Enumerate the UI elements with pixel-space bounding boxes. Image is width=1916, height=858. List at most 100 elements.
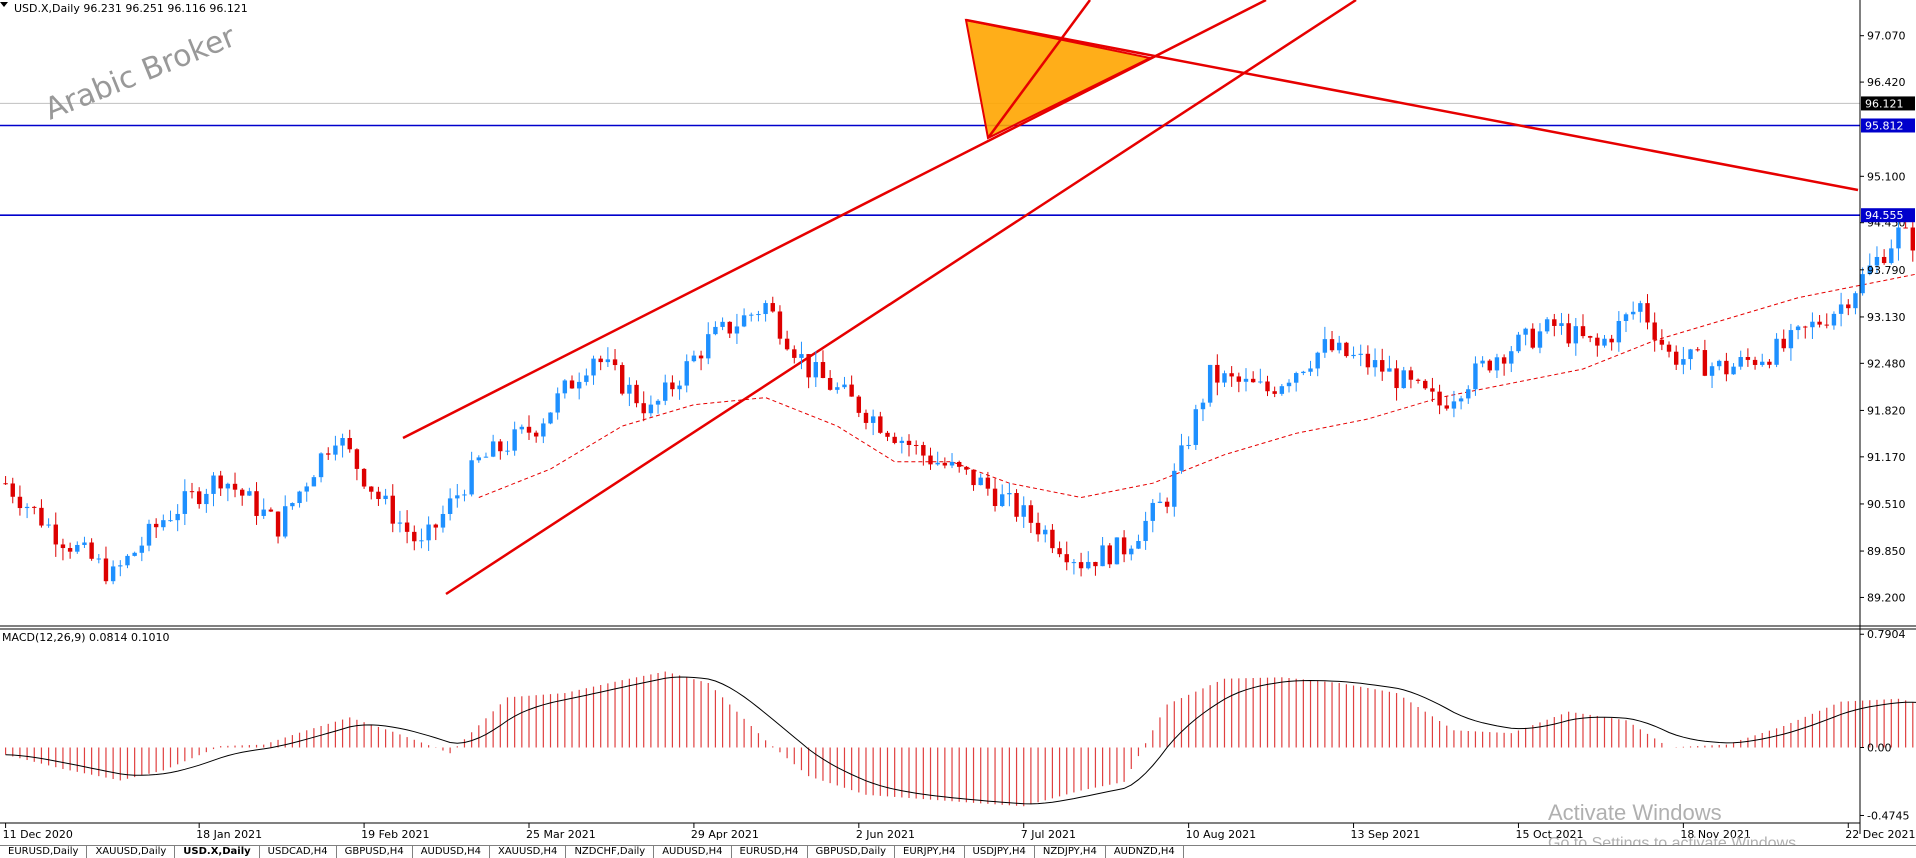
chart-tab[interactable]: EURUSD,Daily — [0, 846, 88, 858]
candle-body — [318, 453, 324, 478]
candle-body — [1164, 501, 1170, 507]
chart-tab[interactable]: XAUUSD,Daily — [87, 846, 176, 858]
candle-body — [641, 403, 646, 414]
candle-body — [447, 498, 453, 514]
chart-tab[interactable]: NZDCHF,Daily — [566, 846, 655, 858]
candle-body — [885, 432, 890, 437]
candle-body — [60, 544, 66, 549]
candle-body — [1681, 359, 1686, 365]
chart-tab[interactable]: EURJPY,H4 — [895, 846, 965, 858]
time-tick-label: 7 Jul 2021 — [1021, 828, 1076, 841]
candle-body — [1810, 321, 1815, 328]
candle-body — [1136, 541, 1141, 549]
dropdown-icon[interactable] — [0, 2, 8, 7]
price-tick-label: 89.850 — [1867, 545, 1906, 558]
candle-body — [756, 314, 761, 316]
candle-body — [1100, 545, 1105, 567]
chart-tab[interactable]: AUDUSD,H4 — [654, 846, 732, 858]
candle-body — [239, 489, 245, 496]
price-tick-label: 96.420 — [1867, 76, 1906, 89]
candle-body — [512, 429, 517, 451]
candle-body — [1473, 363, 1478, 390]
chart-tab[interactable]: XAUUSD,H4 — [490, 846, 567, 858]
candle-body — [1638, 303, 1643, 312]
candle-body — [1372, 360, 1378, 368]
candle-body — [67, 548, 73, 552]
chart-tab[interactable]: GBPUSD,Daily — [808, 846, 896, 858]
chart-tab[interactable]: EURUSD,H4 — [732, 846, 808, 858]
candle-body — [1301, 371, 1306, 374]
candle-body — [1889, 248, 1894, 264]
candle-body — [426, 524, 431, 541]
candle-body — [419, 540, 424, 542]
candle-body — [17, 496, 23, 509]
candle-body — [584, 375, 589, 382]
triangle-lower-extension — [986, 0, 1092, 139]
candle-body — [1143, 520, 1148, 542]
candle-body — [670, 382, 675, 390]
candle-body — [1738, 357, 1743, 367]
candle-body — [1050, 529, 1055, 549]
chart-tab[interactable]: USDJPY,H4 — [965, 846, 1035, 858]
macd-signal-line — [5, 676, 1916, 805]
candle-body — [741, 315, 747, 327]
candle-body — [1186, 444, 1191, 446]
chart-tab[interactable]: AUDUSD,H4 — [413, 846, 490, 858]
chart-tab[interactable]: USDCAD,H4 — [260, 846, 337, 858]
time-tick-label: 13 Sep 2021 — [1351, 828, 1421, 841]
candle-body — [849, 384, 854, 397]
candle-body — [1580, 326, 1586, 337]
chart-tab[interactable]: AUDNZD,H4 — [1106, 846, 1184, 858]
candle-body — [53, 524, 58, 545]
candle-body — [175, 513, 180, 521]
candle-body — [892, 436, 897, 443]
price-tick-label: 89.200 — [1867, 591, 1906, 604]
candle-body — [1616, 320, 1622, 343]
candle-body — [82, 542, 87, 545]
candle-body — [1086, 561, 1091, 569]
candle-body — [1071, 562, 1077, 564]
candle-body — [906, 440, 912, 445]
candle-body — [1910, 227, 1916, 251]
candle-body — [1451, 401, 1457, 409]
candle-body — [1559, 323, 1564, 326]
time-tick-label: 25 Mar 2021 — [526, 828, 596, 841]
candle-body — [1566, 323, 1571, 344]
candle-body — [878, 416, 883, 433]
time-tick-label: 11 Dec 2020 — [3, 828, 73, 841]
candle-body — [1602, 338, 1607, 346]
macd-tick-label: 0.00 — [1867, 741, 1892, 754]
chart-tab[interactable]: USD.X,Daily — [175, 846, 260, 858]
candle-body — [96, 558, 101, 560]
candle-body — [978, 477, 983, 486]
candle-body — [548, 412, 553, 424]
level-label-1-bg — [1861, 118, 1915, 133]
candle-body — [412, 531, 417, 542]
candle-body — [1028, 505, 1034, 523]
candle-body — [1860, 274, 1865, 294]
candle-body — [1344, 342, 1349, 357]
candle-body — [770, 303, 775, 312]
candle-body — [863, 412, 869, 423]
candle-body — [1881, 256, 1887, 264]
candle-body — [1760, 361, 1765, 365]
candle-body — [677, 385, 682, 390]
macd-header: MACD(12,26,9) 0.0814 0.1010 — [2, 631, 170, 644]
candle-body — [964, 466, 969, 470]
candle-body — [956, 461, 962, 467]
chart-tab[interactable]: NZDJPY,H4 — [1035, 846, 1106, 858]
candle-body — [1831, 313, 1837, 326]
chart-tab[interactable]: GBPUSD,H4 — [337, 846, 413, 858]
candle-body — [311, 477, 317, 487]
candle-body — [1494, 357, 1500, 371]
triangle-pattern — [964, 18, 1154, 140]
level-label-1: 95.812 — [1865, 119, 1904, 132]
candle-body — [1817, 321, 1822, 325]
candle-body — [32, 506, 37, 508]
candle-body — [1709, 366, 1715, 376]
candle-body — [1838, 304, 1844, 314]
candle-body — [196, 491, 202, 505]
candle-body — [691, 355, 697, 362]
candle-body — [290, 503, 295, 507]
